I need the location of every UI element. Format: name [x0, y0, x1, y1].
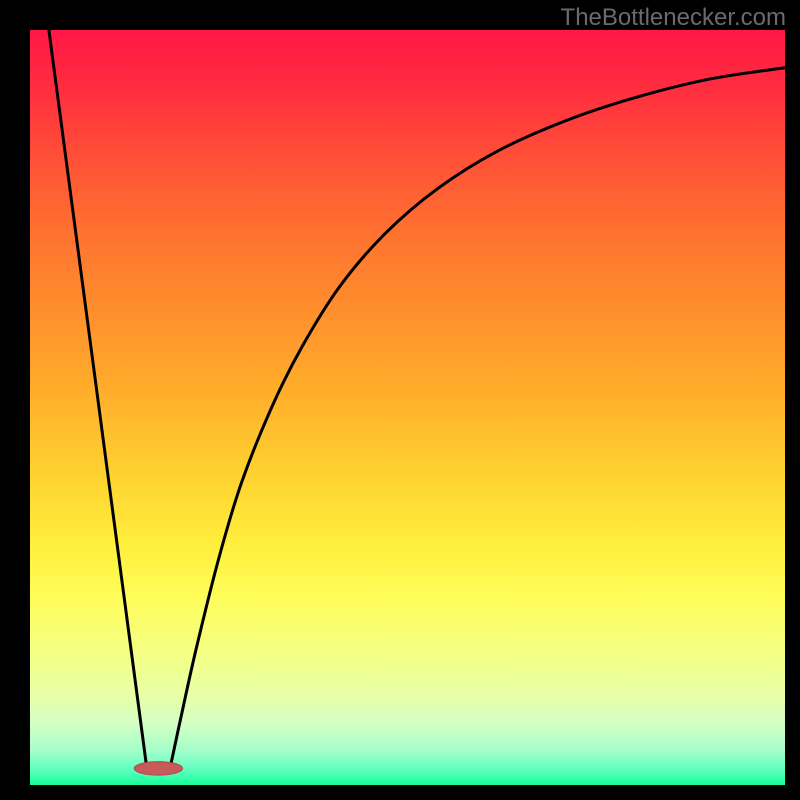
plot-area	[30, 30, 785, 785]
gradient-background	[30, 30, 785, 785]
chart-container: TheBottlenecker.com	[0, 0, 800, 800]
watermark-text: TheBottlenecker.com	[561, 4, 786, 32]
plot-svg	[30, 30, 785, 785]
bottleneck-marker	[134, 762, 182, 776]
